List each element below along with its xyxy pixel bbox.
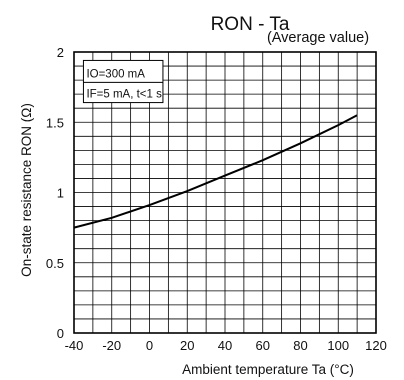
grid [74,52,376,333]
y-tick-label: 1.5 [46,115,64,130]
x-tick-label: -40 [65,338,84,353]
chart-subtitle: (Average value) [267,30,369,46]
plot-frame [73,51,377,334]
tick-labels: -40 -20 0 20 40 60 80 100 120 0 0.5 1 1.5 2 [46,45,387,353]
ron-curve [73,114,358,229]
y-axis-label: On-state resistance RON (Ω) [19,103,34,277]
condition-io: IO=300 mA [86,68,145,80]
x-tick-label: 40 [218,338,232,353]
x-tick-label: 60 [256,338,270,353]
condition-if: IF=5 mA, t<1 s [86,88,162,100]
x-tick-label: 80 [293,338,307,353]
chart-title: RON - Ta [211,14,290,35]
x-tick-label: 0 [146,338,153,353]
y-tick-label: 2 [57,45,64,60]
conditions-frame [82,59,164,104]
x-tick-label: 120 [365,338,387,353]
y-tick-label: 1 [57,186,64,201]
y-tick-label: 0.5 [46,256,64,271]
x-tick-label: -20 [102,338,121,353]
conditions-box: IO=300 mA IF=5 mA, t<1 s [82,59,164,104]
x-tick-label: 100 [327,338,349,353]
x-tick-label: 20 [180,338,194,353]
x-axis-label: Ambient temperature Ta (°C) [182,362,354,377]
y-tick-label: 0 [57,326,64,341]
